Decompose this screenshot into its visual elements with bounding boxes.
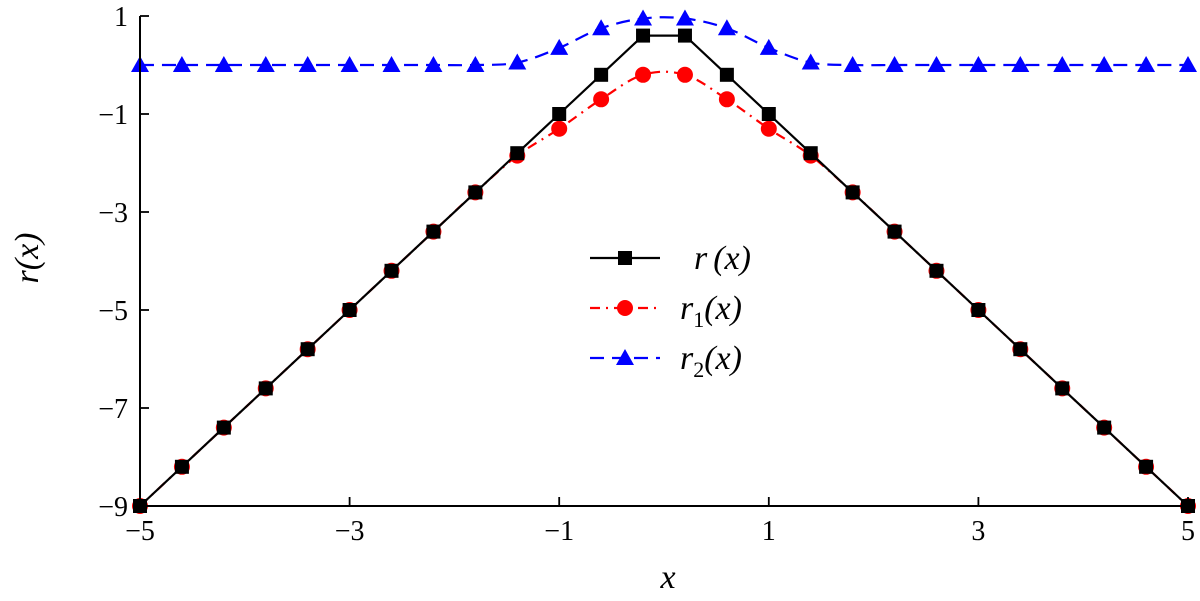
data-point xyxy=(635,66,652,83)
series-r2x xyxy=(131,9,1197,72)
data-point xyxy=(634,9,653,26)
data-point xyxy=(551,120,568,137)
legend-marker xyxy=(617,300,633,316)
data-point xyxy=(1097,420,1112,435)
data-point xyxy=(845,185,860,200)
legend-entry-r1x: r1(x) xyxy=(590,290,742,332)
data-point xyxy=(929,263,944,278)
data-point xyxy=(717,19,736,36)
data-point xyxy=(971,303,986,317)
data-point xyxy=(508,53,527,70)
data-point xyxy=(1013,342,1028,357)
legend-label: r (x) xyxy=(694,240,751,277)
data-point xyxy=(885,56,904,72)
data-point xyxy=(298,56,317,72)
x-tick-label: −1 xyxy=(544,516,574,547)
data-point xyxy=(468,185,483,200)
data-point xyxy=(1139,459,1154,474)
data-point xyxy=(927,56,946,72)
data-point xyxy=(426,224,441,239)
data-point xyxy=(594,67,609,82)
data-point xyxy=(636,28,651,43)
data-point xyxy=(719,67,734,82)
data-point xyxy=(592,19,611,36)
data-point xyxy=(552,107,567,121)
data-point xyxy=(424,56,443,72)
data-point xyxy=(382,56,401,72)
data-point xyxy=(1011,56,1030,72)
y-axis-title: r(x) xyxy=(9,233,46,284)
data-point xyxy=(1055,381,1070,396)
data-point xyxy=(677,28,692,43)
legend-entry-r2x: r2(x) xyxy=(590,340,742,382)
y-tick-label: −7 xyxy=(98,394,128,425)
data-point xyxy=(342,303,357,317)
data-point xyxy=(216,420,231,435)
series-rx xyxy=(133,28,1195,513)
x-tick-label: 3 xyxy=(971,516,985,547)
series-line xyxy=(139,70,1189,507)
data-point xyxy=(760,120,777,137)
axes-layer: −5 −3 −1 1 3 5 1 −1 −3 −5 −7 −9 xyxy=(98,2,1195,547)
y-tick-label: −5 xyxy=(98,296,128,327)
data-point xyxy=(718,91,735,108)
data-point xyxy=(300,342,315,357)
data-point xyxy=(466,56,485,72)
data-point xyxy=(1179,56,1197,72)
legend-entry-rx: r (x) xyxy=(590,240,751,277)
data-point xyxy=(256,56,275,72)
legend-marker xyxy=(616,349,634,365)
data-point xyxy=(1095,56,1114,72)
data-point xyxy=(969,56,988,72)
data-point xyxy=(676,66,693,83)
series-line xyxy=(140,16,1188,67)
x-tick-label: −5 xyxy=(125,516,155,547)
data-point xyxy=(759,38,778,55)
data-point xyxy=(801,53,820,70)
data-point xyxy=(803,146,818,161)
data-point xyxy=(761,107,776,121)
x-axis-title: x xyxy=(659,559,675,596)
data-point xyxy=(258,381,273,396)
data-point xyxy=(1053,56,1072,72)
data-point xyxy=(172,56,191,72)
y-tick-label: −9 xyxy=(98,492,128,523)
data-point xyxy=(174,459,189,474)
data-point xyxy=(510,146,525,161)
legend-label: r1(x) xyxy=(680,290,742,332)
legend-label: r2(x) xyxy=(680,340,742,382)
data-point xyxy=(214,56,233,72)
data-point xyxy=(384,263,399,278)
y-tick-label: −1 xyxy=(98,100,128,131)
data-point xyxy=(340,56,359,72)
data-point xyxy=(1137,56,1156,72)
data-point xyxy=(593,91,610,108)
data-point xyxy=(887,224,902,239)
series-layer xyxy=(131,9,1197,514)
legend: r (x) r1(x) r2(x) xyxy=(590,240,751,382)
legend-marker xyxy=(618,251,632,265)
data-point xyxy=(843,56,862,72)
y-tick-label: 1 xyxy=(114,2,128,33)
data-point xyxy=(675,9,694,26)
y-tick-label: −3 xyxy=(98,198,128,229)
series-line xyxy=(139,34,1189,507)
data-point xyxy=(550,38,569,55)
x-tick-label: 5 xyxy=(1181,516,1195,547)
series-r1x xyxy=(132,66,1196,514)
x-tick-label: 1 xyxy=(762,516,776,547)
x-tick-label: −3 xyxy=(335,516,365,547)
